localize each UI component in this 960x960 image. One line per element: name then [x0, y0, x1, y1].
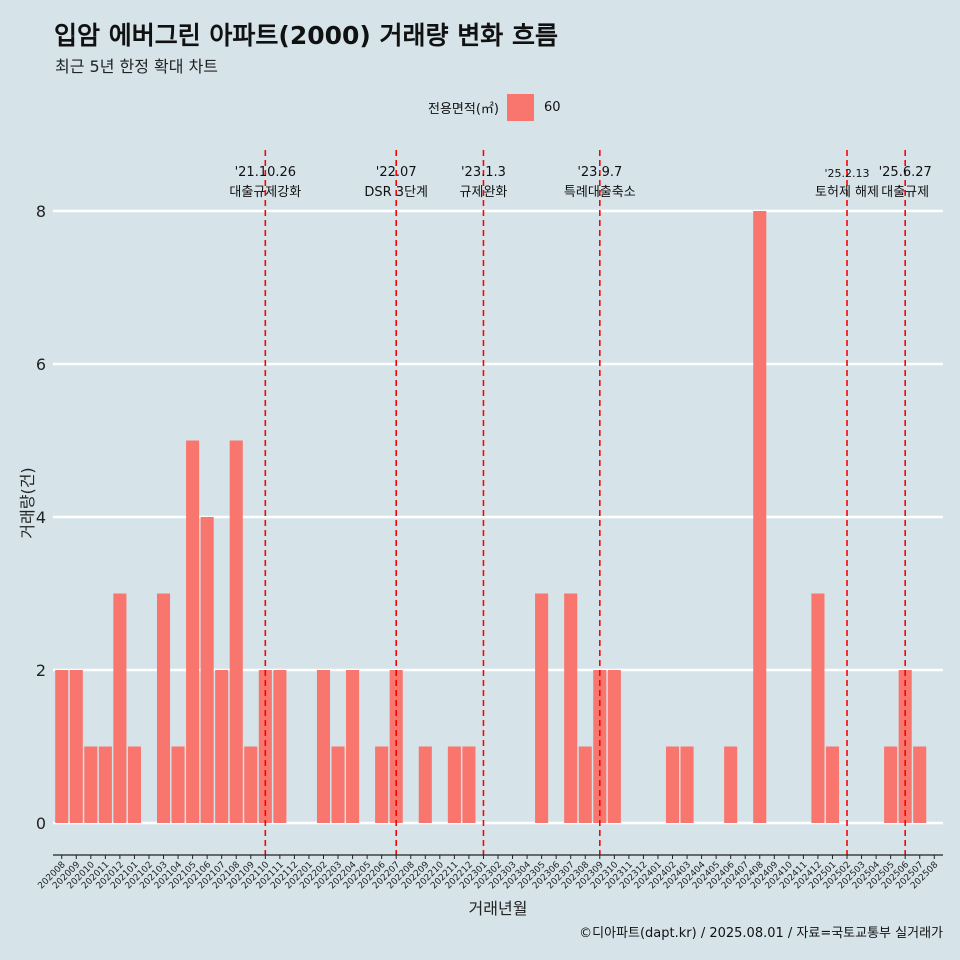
bar — [375, 746, 389, 823]
y-axis: 0 2 4 6 8 — [36, 202, 46, 833]
y-tick-label: 8 — [36, 202, 46, 221]
event-label: 대출규제 — [881, 185, 929, 200]
y-tick-label: 4 — [36, 508, 46, 527]
bar — [811, 593, 825, 823]
event-date-label: '23.9.7 — [577, 165, 622, 180]
legend-swatch — [506, 94, 534, 121]
bar — [578, 746, 592, 823]
bar — [113, 593, 127, 823]
bar — [665, 746, 680, 823]
bar — [884, 746, 898, 823]
chart-title: 입암 에버그린 아파트(2000) 거래량 변화 흐름 — [54, 21, 558, 50]
bar — [418, 746, 432, 823]
bar — [244, 746, 258, 823]
chart-subtitle: 최근 5년 한정 확대 차트 — [55, 57, 219, 76]
event-date-label: '23.1.3 — [461, 165, 506, 180]
x-axis: 2020082020092020102020112020122021012021… — [36, 854, 943, 891]
bar — [680, 746, 694, 823]
bar — [316, 670, 331, 823]
legend-title: 전용면적(㎡) — [428, 102, 499, 117]
bar — [462, 746, 476, 823]
bar — [331, 746, 345, 823]
y-tick-label: 0 — [36, 814, 46, 833]
bar — [84, 746, 98, 823]
bars — [55, 211, 927, 823]
legend: 전용면적(㎡) 60 — [428, 94, 561, 121]
bar — [535, 593, 549, 823]
event-date-label: '25.6.27 — [879, 165, 932, 180]
event-label: 대출규제강화 — [229, 185, 301, 200]
bar — [724, 746, 738, 823]
bar — [55, 670, 69, 823]
bar — [389, 670, 403, 823]
bar — [753, 211, 767, 823]
bar — [229, 440, 243, 823]
bar — [273, 670, 287, 823]
bar — [200, 517, 214, 823]
bar — [447, 746, 461, 823]
bar — [913, 746, 927, 823]
event-date-label: '25.2.13 — [825, 167, 870, 180]
bar — [258, 670, 272, 823]
bar — [898, 670, 912, 823]
event-label: 토허제 해제 — [815, 185, 879, 200]
event-label: 규제완화 — [460, 185, 508, 200]
bar — [215, 670, 229, 823]
bar — [171, 746, 185, 823]
bar — [564, 593, 578, 823]
bar — [98, 746, 112, 823]
bar — [156, 593, 171, 823]
bar — [593, 670, 607, 823]
bar — [186, 440, 200, 823]
bar — [69, 670, 83, 823]
source-caption: ©디아파트(dapt.kr) / 2025.08.01 / 자료=국토교통부 실… — [579, 926, 943, 941]
event-date-label: '22.07 — [376, 165, 417, 180]
y-axis-label: 거래량(건) — [18, 467, 37, 538]
y-tick-label: 2 — [36, 661, 46, 680]
legend-label: 60 — [543, 100, 561, 115]
event-label: DSR 3단계 — [364, 185, 428, 200]
event-lines: '21.10.26 대출규제강화 '22.07 DSR 3단계 '23.1.3 규제완화 '… — [229, 150, 932, 855]
y-tick-label: 6 — [36, 355, 46, 374]
event-label: 특례대출축소 — [564, 185, 636, 200]
bar — [607, 670, 621, 823]
bar — [127, 746, 141, 823]
x-axis-label: 거래년월 — [469, 899, 528, 918]
bar — [825, 746, 840, 823]
event-date-label: '21.10.26 — [235, 165, 296, 180]
bar — [346, 670, 360, 823]
